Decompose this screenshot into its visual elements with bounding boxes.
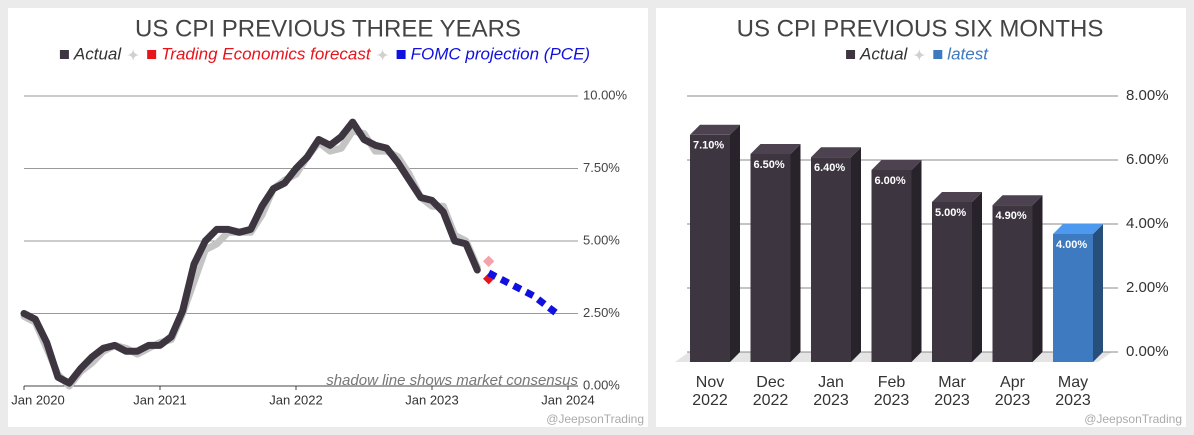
panel — [8, 8, 648, 427]
legend-label: latest — [947, 44, 989, 63]
legend-swatch — [396, 50, 406, 59]
value-label: 5.00% — [935, 207, 966, 219]
forecast-marker — [483, 255, 495, 267]
value-label: 7.10% — [693, 140, 724, 152]
legend: Actual Trading Economics forecast FOMC pro… — [59, 44, 590, 63]
bar — [871, 170, 912, 362]
bar — [811, 157, 851, 362]
bar-side — [790, 144, 801, 362]
x-tick-label: Jan 2024 — [541, 392, 595, 407]
x-tick-label: Dec — [756, 374, 784, 391]
bar-side — [911, 160, 922, 362]
legend-separator — [126, 48, 141, 62]
bar — [1053, 234, 1093, 362]
value-label: 6.50% — [754, 159, 785, 171]
legend-swatch — [846, 50, 856, 59]
x-tick-label: Feb — [878, 374, 906, 391]
x-tick-label: 2023 — [934, 392, 970, 409]
watermark: @JeepsonTrading — [546, 412, 644, 426]
x-tick-label: 2023 — [813, 392, 849, 409]
y-tick-label: 2.50% — [583, 305, 620, 320]
y-tick-label: 8.00% — [1126, 87, 1169, 104]
x-tick-label: Jan — [818, 374, 844, 391]
x-tick-label: Jan 2021 — [133, 392, 187, 407]
y-tick-label: 0.00% — [1126, 343, 1169, 360]
legend-swatch — [933, 50, 943, 59]
y-tick-label: 6.00% — [1126, 151, 1169, 168]
x-tick-label: 2023 — [1055, 392, 1091, 409]
y-tick-label: 2.00% — [1126, 279, 1169, 296]
legend-label: FOMC projection (PCE) — [411, 44, 590, 63]
y-tick-label: 7.50% — [583, 160, 620, 175]
value-label: 4.90% — [996, 210, 1027, 222]
bar-top — [811, 147, 861, 158]
y-tick-label: 5.00% — [583, 232, 620, 247]
bar-side — [851, 147, 861, 362]
bar-top — [1053, 224, 1103, 234]
y-tick-label: 0.00% — [583, 377, 620, 392]
chart-title: US CPI PREVIOUS THREE YEARS — [135, 15, 521, 42]
legend-label: Actual — [859, 44, 908, 63]
bar-side — [730, 124, 740, 362]
chart-title: US CPI PREVIOUS SIX MONTHS — [737, 15, 1104, 42]
bar-top — [690, 124, 740, 135]
bar-top — [871, 160, 922, 170]
bar-side — [1093, 224, 1103, 362]
legend-swatch — [59, 50, 69, 59]
legend-separator — [912, 48, 927, 62]
x-tick-label: 2023 — [874, 392, 910, 409]
value-label: 6.00% — [875, 175, 906, 187]
x-tick-label: Jan 2020 — [11, 392, 65, 407]
x-tick-label: 2022 — [753, 392, 789, 409]
bar-side — [1032, 195, 1043, 362]
bar-side — [972, 192, 982, 362]
bar — [690, 134, 730, 362]
legend: Actual latest — [846, 44, 989, 63]
bar — [992, 205, 1033, 362]
bar — [750, 154, 791, 362]
bar-top — [750, 144, 801, 154]
annotation: shadow line shows market consensus — [326, 372, 578, 389]
y-tick-label: 10.00% — [583, 87, 628, 102]
watermark: @JeepsonTrading — [1084, 412, 1182, 426]
x-tick-label: Nov — [696, 374, 724, 391]
legend-label: Actual — [73, 44, 122, 63]
x-tick-label: Mar — [938, 374, 966, 391]
x-tick-label: Apr — [1000, 374, 1026, 391]
bar-top — [932, 192, 982, 202]
x-tick-label: 2022 — [692, 392, 728, 409]
x-tick-label: May — [1058, 374, 1088, 391]
x-tick-label: Jan 2022 — [269, 392, 323, 407]
legend-separator — [375, 48, 390, 62]
legend-label: Trading Economics forecast — [161, 44, 372, 63]
value-label: 6.40% — [814, 162, 845, 174]
y-tick-label: 4.00% — [1126, 215, 1169, 232]
legend-swatch — [147, 50, 157, 59]
bar — [932, 202, 972, 362]
x-tick-label: Jan 2023 — [405, 392, 459, 407]
value-label: 4.00% — [1056, 239, 1087, 251]
bar-top — [992, 195, 1043, 206]
x-tick-label: 2023 — [995, 392, 1031, 409]
series-line — [20, 118, 481, 387]
